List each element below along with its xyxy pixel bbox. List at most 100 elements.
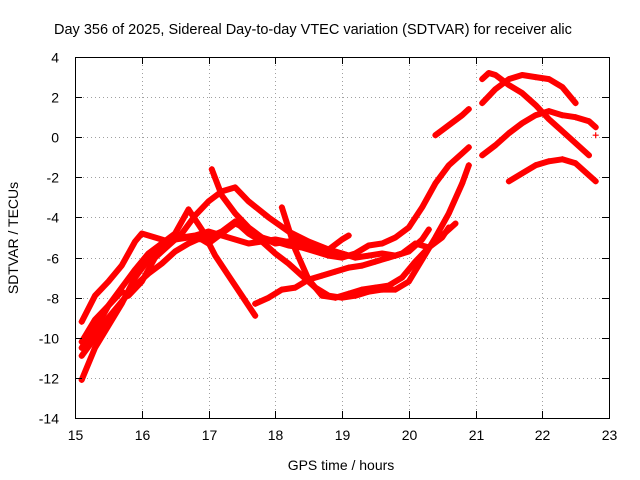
data-point-marker bbox=[519, 170, 526, 177]
data-point-marker bbox=[319, 292, 325, 299]
data-point-marker bbox=[359, 262, 365, 269]
data-point-marker bbox=[379, 240, 386, 247]
data-point-marker bbox=[258, 234, 265, 241]
data-point-marker bbox=[459, 180, 466, 187]
y-tick-label: 0 bbox=[51, 130, 59, 146]
data-point-marker bbox=[78, 318, 85, 325]
data-point-marker bbox=[232, 236, 239, 243]
data-point-marker bbox=[432, 180, 439, 187]
series-track-m bbox=[505, 156, 599, 185]
chart-title: Day 356 of 2025, Sidereal Day-to-day VTE… bbox=[54, 22, 572, 38]
x-tick-label: 21 bbox=[469, 427, 485, 443]
data-point-marker bbox=[138, 230, 145, 237]
data-point-marker bbox=[92, 334, 98, 341]
isolated-point-marker bbox=[592, 132, 599, 139]
data-point-marker bbox=[465, 162, 472, 169]
data-point-marker bbox=[205, 198, 212, 205]
data-point-marker bbox=[532, 112, 539, 119]
data-point-marker bbox=[586, 152, 592, 159]
data-point-marker bbox=[352, 254, 359, 261]
data-point-marker bbox=[372, 258, 379, 265]
data-point-marker bbox=[519, 120, 526, 127]
data-point-marker bbox=[298, 236, 305, 243]
x-tick-label: 20 bbox=[402, 427, 418, 443]
data-point-marker bbox=[172, 236, 179, 243]
data-point-marker bbox=[172, 248, 179, 255]
data-point-marker bbox=[198, 226, 205, 233]
data-point-marker bbox=[465, 106, 472, 113]
data-point-marker bbox=[559, 128, 566, 135]
data-point-marker bbox=[372, 284, 379, 291]
data-point-marker bbox=[452, 220, 459, 227]
data-point-marker bbox=[572, 140, 579, 147]
data-point-marker bbox=[345, 232, 352, 239]
data-point-marker bbox=[365, 242, 372, 249]
data-point-marker bbox=[445, 162, 452, 169]
y-tick-label: -4 bbox=[47, 210, 60, 226]
data-point-marker bbox=[285, 260, 292, 267]
series-line bbox=[432, 106, 472, 139]
x-tick-label: 18 bbox=[268, 427, 284, 443]
data-point-marker bbox=[339, 236, 345, 243]
data-point-marker bbox=[532, 162, 539, 169]
series-line bbox=[505, 156, 599, 185]
data-point-marker bbox=[505, 130, 512, 137]
data-point-marker bbox=[145, 250, 152, 257]
data-point-marker bbox=[232, 184, 239, 191]
data-point-marker bbox=[419, 236, 426, 243]
data-point-marker bbox=[345, 264, 352, 271]
data-point-marker bbox=[459, 112, 466, 119]
data-point-marker bbox=[559, 84, 566, 91]
data-point-marker bbox=[272, 250, 279, 257]
data-point-marker bbox=[412, 258, 419, 265]
data-point-marker bbox=[118, 262, 125, 269]
data-point-marker bbox=[405, 278, 412, 285]
series-line bbox=[252, 224, 452, 307]
data-point-marker bbox=[592, 124, 599, 131]
data-point-marker bbox=[132, 266, 139, 273]
series-line bbox=[479, 108, 599, 159]
data-point-marker bbox=[78, 352, 85, 359]
x-axis-label: GPS time / hours bbox=[288, 457, 395, 473]
data-point-marker bbox=[392, 234, 399, 241]
data-point-marker bbox=[359, 286, 365, 293]
data-point-marker bbox=[492, 86, 499, 93]
data-point-marker bbox=[132, 282, 139, 289]
tick-marks bbox=[75, 57, 610, 419]
data-point-marker bbox=[312, 248, 319, 255]
data-point-marker bbox=[439, 234, 446, 241]
data-point-marker bbox=[479, 100, 486, 107]
data-point-marker bbox=[399, 250, 406, 257]
data-point-marker bbox=[298, 244, 305, 251]
data-point-marker bbox=[345, 290, 352, 297]
data-point-marker bbox=[265, 214, 272, 221]
x-tick-labels: 15 16 17 18 19 20 21 22 23 bbox=[68, 427, 618, 443]
data-point-marker bbox=[232, 210, 239, 217]
x-tick-label: 15 bbox=[68, 427, 84, 443]
y-tick-labels: 4 2 0 -2 -4 -6 -8 -10 -12 -14 bbox=[39, 50, 59, 427]
data-point-marker bbox=[305, 276, 312, 283]
x-tick-label: 16 bbox=[135, 427, 151, 443]
y-tick-label: -12 bbox=[39, 371, 59, 387]
data-point-marker bbox=[225, 272, 232, 279]
data-point-marker bbox=[586, 172, 592, 179]
data-point-marker bbox=[492, 142, 499, 149]
data-point-marker bbox=[519, 90, 526, 97]
series-track-f bbox=[208, 166, 432, 261]
y-tick-label: -2 bbox=[47, 170, 60, 186]
data-point-marker bbox=[245, 230, 252, 237]
series-line bbox=[78, 206, 259, 351]
y-tick-label: -10 bbox=[39, 331, 59, 347]
data-point-marker bbox=[559, 112, 566, 119]
data-point-marker bbox=[218, 192, 225, 199]
data-point-marker bbox=[185, 206, 192, 213]
data-point-marker bbox=[172, 230, 179, 237]
data-point-marker bbox=[218, 228, 225, 235]
data-point-marker bbox=[252, 312, 259, 319]
data-point-marker bbox=[185, 234, 192, 241]
data-point-marker bbox=[278, 204, 285, 211]
data-point-marker bbox=[238, 292, 245, 299]
data-point-marker bbox=[332, 268, 339, 275]
data-point-marker bbox=[118, 298, 125, 305]
x-tick-label: 23 bbox=[602, 427, 618, 443]
